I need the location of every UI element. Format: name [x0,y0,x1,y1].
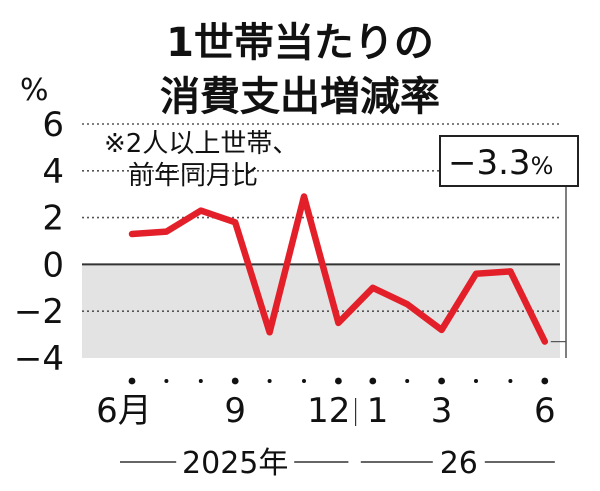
x-tick-dot-2 [199,379,203,383]
chart-title-line-2: 消費支出増減率 [160,74,440,120]
y-tick-label-0: 6 [42,105,64,145]
x-tick-label-0: 6月 [96,391,152,431]
callout: −3.3% [440,136,578,186]
x-tick-dot-6 [335,378,342,385]
x-tick-label-3: 1 [367,391,389,431]
x-tick-label-5: 6 [534,391,556,431]
year-label-0: 2025年 [182,446,288,481]
y-tick-label-3: 0 [42,245,64,285]
y-tick-label-2: 2 [42,199,64,239]
y-unit-label: % [20,73,49,108]
x-tick-dot-9 [438,378,445,385]
year-label-1: 26 [440,446,478,481]
y-tick-label-4: −2 [14,292,64,332]
chart-title-line-1: 1世帯当たりの [166,20,434,66]
callout-value: −3.3 [448,143,531,183]
x-tick-dot-12 [541,378,548,385]
y-tick-label-1: 4 [42,152,64,192]
x-tick-dot-8 [405,379,409,383]
x-tick-dot-0 [129,378,136,385]
y-tick-label-5: −4 [14,339,64,379]
note-line-2: 前年同月比 [128,161,258,191]
x-tick-dot-1 [164,379,168,383]
x-tick-dot-4 [268,379,272,383]
x-tick-label-4: 3 [431,391,453,431]
x-tick-label-1: 9 [224,391,246,431]
x-tick-dot-3 [232,378,239,385]
x-tick-label-2: 12 [307,391,350,431]
callout-unit: % [531,152,554,180]
x-tick-dot-7 [369,378,376,385]
note-line-1: ※2人以上世帯、 [104,129,298,159]
x-tick-dot-5 [302,379,306,383]
x-tick-dot-11 [508,379,512,383]
x-tick-dot-10 [474,379,478,383]
